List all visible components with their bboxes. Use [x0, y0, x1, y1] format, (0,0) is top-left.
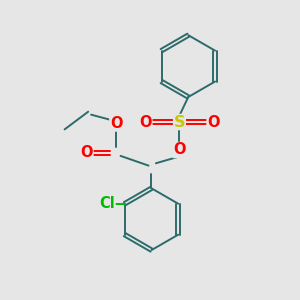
Text: S: S [174, 115, 185, 130]
Text: O: O [173, 142, 186, 158]
Text: O: O [207, 115, 220, 130]
Text: O: O [80, 146, 93, 160]
Text: O: O [139, 115, 152, 130]
Text: Cl: Cl [99, 196, 115, 211]
Text: O: O [110, 116, 122, 131]
